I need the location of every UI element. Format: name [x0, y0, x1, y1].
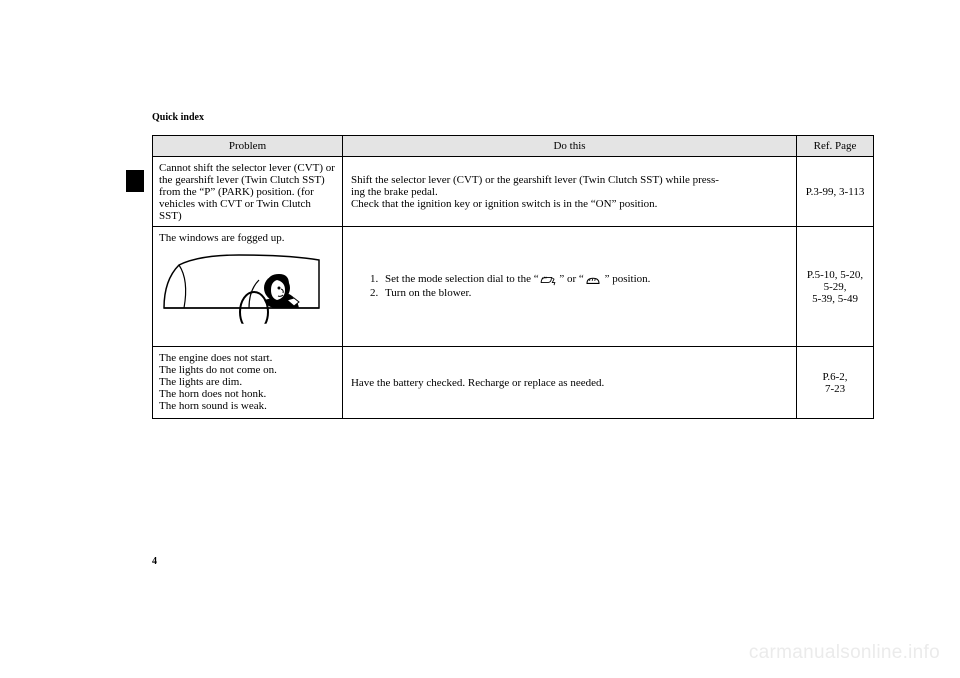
dothis-cell: Set the mode selection dial to the “ ” o…: [342, 227, 796, 347]
header-refpage: Ref. Page: [797, 136, 874, 157]
problem-text: The engine does not start.: [159, 352, 272, 364]
problem-cell: The engine does not start. The lights do…: [153, 347, 343, 419]
dothis-text: ing the brake pedal.: [351, 186, 438, 198]
table-header-row: Problem Do this Ref. Page: [153, 136, 874, 157]
dothis-cell: Have the battery checked. Recharge or re…: [342, 347, 796, 419]
section-heading: Quick index: [152, 112, 874, 123]
list-item: Turn on the blower.: [381, 287, 790, 299]
table-row: Cannot shift the selector lever (CVT) or…: [153, 157, 874, 227]
instruction-text: Set the mode selection dial to the “: [385, 273, 539, 285]
page-content: Quick index Problem Do this Ref. Page Ca…: [152, 112, 874, 419]
defrost-icon: [584, 274, 602, 286]
header-problem: Problem: [153, 136, 343, 157]
table-row: The windows are fogged up.: [153, 227, 874, 347]
instruction-text: ” or “: [557, 273, 584, 285]
ref-text: 7-23: [825, 383, 845, 395]
header-dothis: Do this: [342, 136, 796, 157]
problem-text: The lights do not come on.: [159, 364, 277, 376]
watermark: carmanualsonline.info: [749, 642, 940, 664]
dothis-text: Check that the ignition key or ignition …: [351, 198, 657, 210]
defrost-foot-icon: [539, 274, 557, 286]
problem-cell: Cannot shift the selector lever (CVT) or…: [153, 157, 343, 227]
ref-text: 5-29,: [824, 281, 847, 293]
fogged-window-illustration: [159, 250, 329, 330]
table-row: The engine does not start. The lights do…: [153, 347, 874, 419]
page-number: 4: [152, 556, 157, 567]
problem-text: The windows are fogged up.: [159, 232, 285, 244]
problem-text: The horn sound is weak.: [159, 400, 267, 412]
troubleshooting-table: Problem Do this Ref. Page Cannot shift t…: [152, 135, 874, 419]
ref-cell: P.3-99, 3-113: [797, 157, 874, 227]
problem-text: The lights are dim.: [159, 376, 242, 388]
problem-cell: The windows are fogged up.: [153, 227, 343, 347]
ref-text: P.5-10, 5-20,: [807, 269, 863, 281]
problem-text: The horn does not honk.: [159, 388, 266, 400]
dothis-text: Shift the selector lever (CVT) or the ge…: [351, 174, 719, 186]
instruction-list: Set the mode selection dial to the “ ” o…: [351, 273, 790, 298]
dothis-cell: Shift the selector lever (CVT) or the ge…: [342, 157, 796, 227]
instruction-text: ” position.: [602, 273, 651, 285]
ref-cell: P.6-2, 7-23: [797, 347, 874, 419]
ref-cell: P.5-10, 5-20, 5-29, 5-39, 5-49: [797, 227, 874, 347]
ref-text: P.6-2,: [823, 371, 848, 383]
page-side-tab: [126, 170, 144, 192]
list-item: Set the mode selection dial to the “ ” o…: [381, 273, 790, 285]
ref-text: 5-39, 5-49: [812, 293, 858, 305]
